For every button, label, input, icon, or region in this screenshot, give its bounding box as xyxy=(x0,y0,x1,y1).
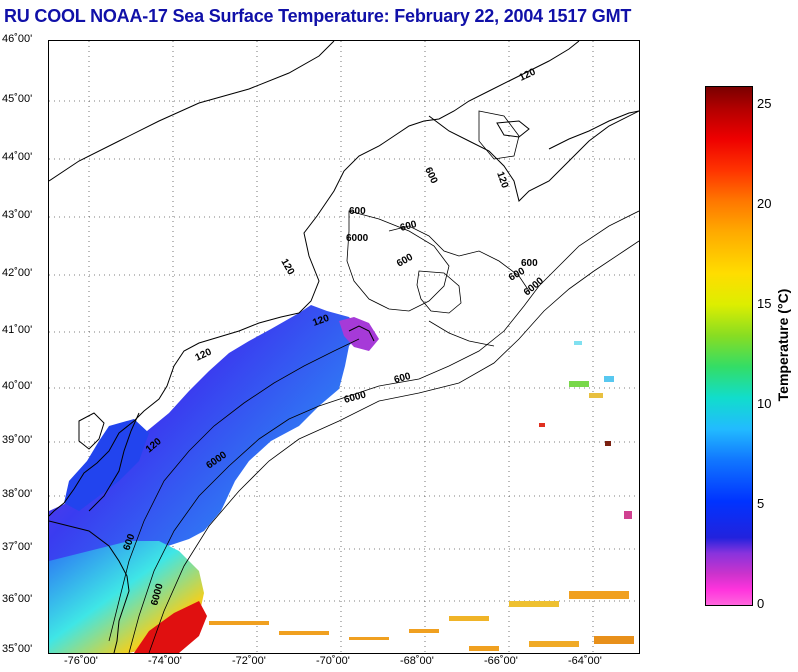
sst-speckles xyxy=(209,341,634,651)
latitude-label: 37˚00' xyxy=(2,541,33,553)
longitude-label: -76˚00' xyxy=(64,655,98,667)
latitude-label: 36˚00' xyxy=(2,593,33,605)
temperature-colorbar xyxy=(705,86,753,606)
bathymetry-contours xyxy=(108,110,639,653)
colorbar-tick: 15 xyxy=(757,296,772,311)
latitude-label: 39˚00' xyxy=(2,434,33,446)
longitude-label: -72˚00' xyxy=(232,655,266,667)
contour-label: 6000 xyxy=(346,233,369,244)
latitude-label: 46˚00' xyxy=(2,33,33,45)
longitude-label: -66˚00' xyxy=(484,655,518,667)
colorbar-tick: 5 xyxy=(757,496,765,511)
longitude-label: -74˚00' xyxy=(148,655,182,667)
latitude-label: 35˚00' xyxy=(2,643,33,655)
contour-label: 6000 xyxy=(522,275,546,298)
latitude-label: 41˚00' xyxy=(2,324,33,336)
contour-label: 600 xyxy=(521,258,538,269)
contour-label: 600 xyxy=(422,166,439,186)
contour-label: 600 xyxy=(393,371,412,386)
longitude-label: -64˚00' xyxy=(568,655,602,667)
map-canvas: 120 120 120 120 120 120 600 600 600 600 … xyxy=(49,41,639,653)
longitude-label: -68˚00' xyxy=(400,655,434,667)
colorbar-tick: 10 xyxy=(757,396,772,411)
longitude-label: -70˚00' xyxy=(316,655,350,667)
colorbar-tick: 20 xyxy=(757,196,772,211)
latitude-label: 44˚00' xyxy=(2,151,33,163)
contour-label: 120 xyxy=(494,170,510,190)
map-title: RU COOL NOAA-17 Sea Surface Temperature:… xyxy=(4,6,632,26)
contour-label: 120 xyxy=(278,257,296,277)
latitude-label: 40˚00' xyxy=(2,380,33,392)
colorbar-tick: 0 xyxy=(757,596,765,611)
latitude-label: 45˚00' xyxy=(2,93,33,105)
latitude-label: 38˚00' xyxy=(2,488,33,500)
latitude-label: 42˚00' xyxy=(2,267,33,279)
contour-label: 600 xyxy=(399,219,418,234)
contour-label: 600 xyxy=(395,252,415,270)
colorbar-label: Temperature (°C) xyxy=(775,288,791,402)
contour-label: 120 xyxy=(194,347,214,364)
contour-label: 600 xyxy=(349,206,366,217)
contour-label: 6000 xyxy=(343,389,368,405)
colorbar-tick: 25 xyxy=(757,96,772,111)
sst-map[interactable]: 120 120 120 120 120 120 600 600 600 600 … xyxy=(48,40,640,654)
coastline xyxy=(49,41,639,653)
sst-data xyxy=(49,305,379,653)
contour-label: 120 xyxy=(518,67,538,84)
latitude-label: 43˚00' xyxy=(2,209,33,221)
